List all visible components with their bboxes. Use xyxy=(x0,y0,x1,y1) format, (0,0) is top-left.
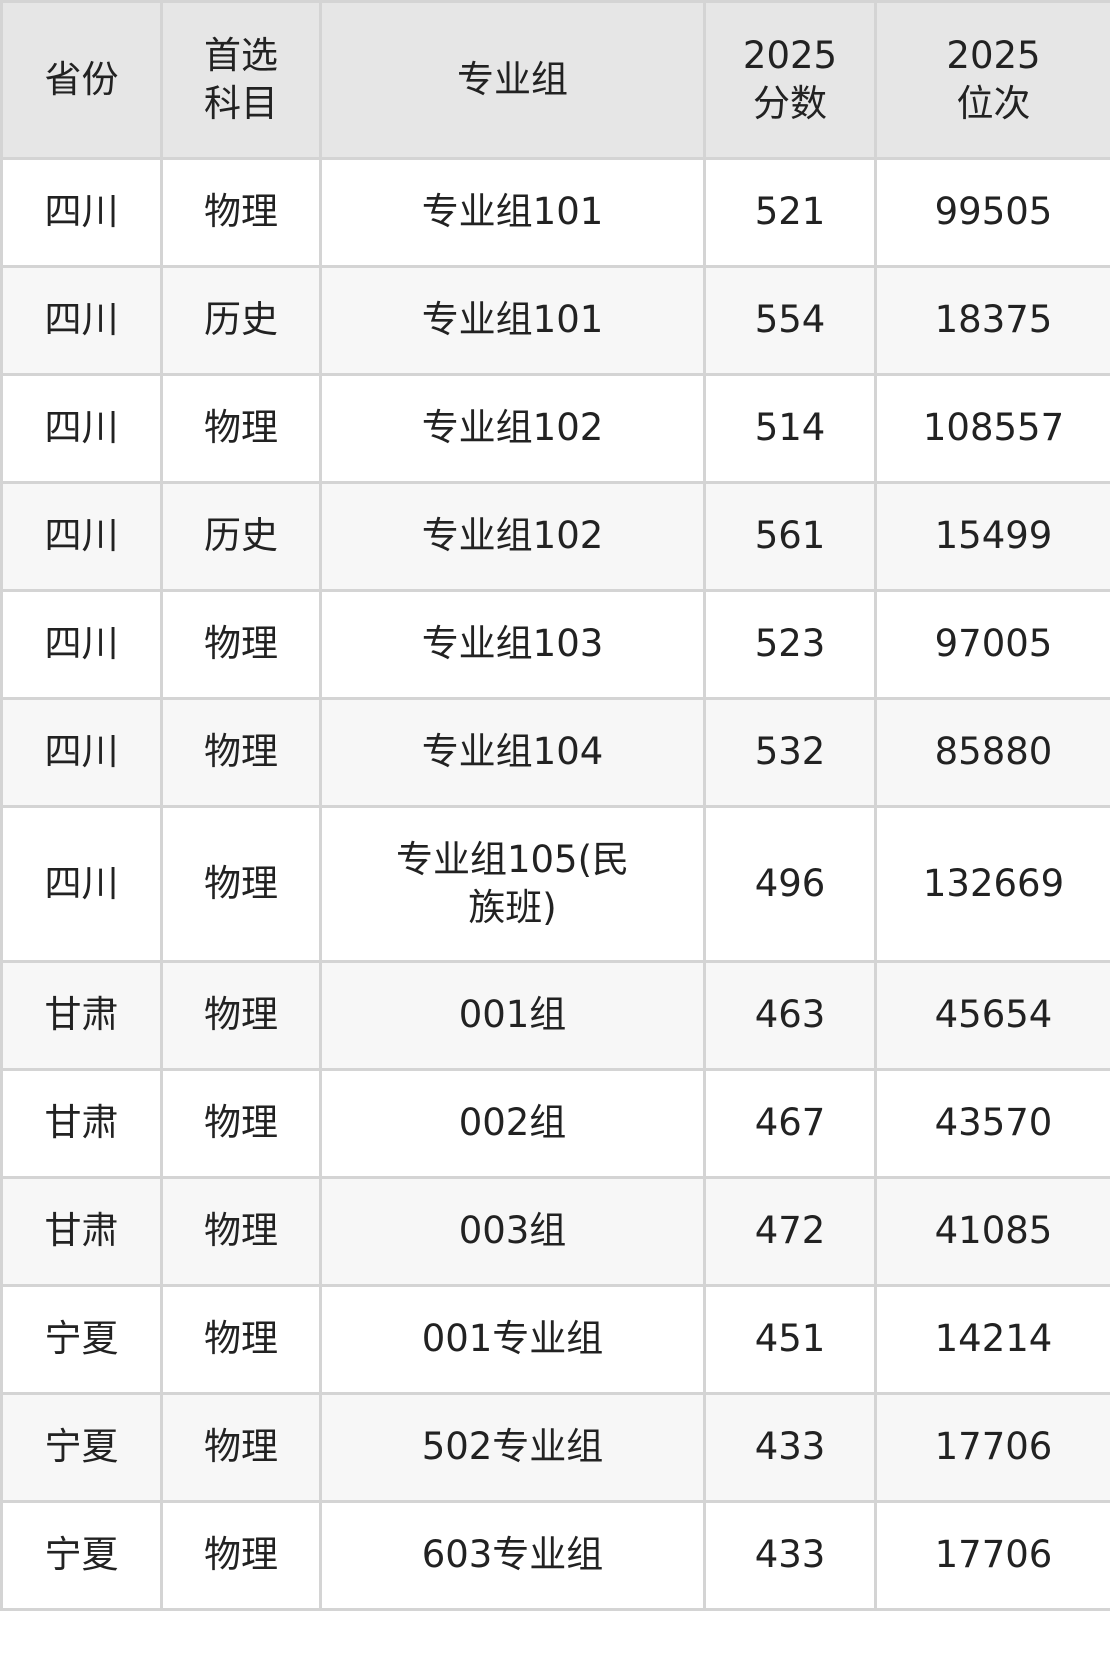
cell-rank: 41085 xyxy=(874,1176,1110,1287)
cell-score: 451 xyxy=(703,1284,877,1395)
header-label: 首选科目 xyxy=(204,33,278,125)
header-label: 省份 xyxy=(44,57,119,101)
cell-major-group: 专业组102 xyxy=(319,373,706,484)
cell-subject: 物理 xyxy=(160,1500,322,1611)
cell-subject: 物理 xyxy=(160,805,322,963)
header-label: 专业组 xyxy=(457,57,568,101)
cell-province: 四川 xyxy=(0,805,163,963)
cell-major-group: 002组 xyxy=(319,1068,706,1179)
cell-province: 四川 xyxy=(0,589,163,700)
cell-subject: 物理 xyxy=(160,960,322,1071)
header-label: 2025分数 xyxy=(742,33,838,125)
cell-subject: 物理 xyxy=(160,1068,322,1179)
cell-province: 宁夏 xyxy=(0,1284,163,1395)
table-row: 四川 物理 专业组105(民族班) 496 132669 xyxy=(0,805,1110,963)
cell-rank: 43570 xyxy=(874,1068,1110,1179)
cell-province: 四川 xyxy=(0,157,163,268)
header-label: 2025位次 xyxy=(946,33,1041,125)
cell-score: 433 xyxy=(703,1500,877,1611)
cell-province: 四川 xyxy=(0,373,163,484)
header-rank: 2025位次 xyxy=(874,0,1110,160)
cell-subject: 物理 xyxy=(160,1392,322,1503)
cell-score: 496 xyxy=(703,805,877,963)
cell-major-group: 001专业组 xyxy=(319,1284,706,1395)
cell-rank: 97005 xyxy=(874,589,1110,700)
cell-rank: 45654 xyxy=(874,960,1110,1071)
header-score: 2025分数 xyxy=(703,0,877,160)
cell-subject: 物理 xyxy=(160,1284,322,1395)
table-row: 宁夏 物理 502专业组 433 17706 xyxy=(0,1392,1110,1503)
cell-major-group: 001组 xyxy=(319,960,706,1071)
cell-subject: 物理 xyxy=(160,589,322,700)
cell-province: 四川 xyxy=(0,481,163,592)
table-row: 四川 物理 专业组102 514 108557 xyxy=(0,373,1110,484)
table-row: 四川 历史 专业组102 561 15499 xyxy=(0,481,1110,592)
cell-major-group: 专业组105(民族班) xyxy=(319,805,706,963)
admission-scores-table: 省份 首选科目 专业组 2025分数 2025位次 四川 物理 专业组101 521 9… xyxy=(0,0,1110,1611)
table-row: 宁夏 物理 603专业组 433 17706 xyxy=(0,1500,1110,1611)
table-row: 甘肃 物理 003组 472 41085 xyxy=(0,1176,1110,1287)
cell-major-group: 专业组103 xyxy=(319,589,706,700)
cell-major-group: 专业组101 xyxy=(319,265,706,376)
cell-major-group: 603专业组 xyxy=(319,1500,706,1611)
cell-score: 521 xyxy=(703,157,877,268)
cell-province: 甘肃 xyxy=(0,1068,163,1179)
cell-rank: 14214 xyxy=(874,1284,1110,1395)
cell-score: 467 xyxy=(703,1068,877,1179)
header-subject: 首选科目 xyxy=(160,0,322,160)
cell-subject: 物理 xyxy=(160,157,322,268)
cell-province: 宁夏 xyxy=(0,1392,163,1503)
cell-subject: 历史 xyxy=(160,481,322,592)
cell-subject: 物理 xyxy=(160,373,322,484)
header-province: 省份 xyxy=(0,0,163,160)
table-row: 四川 物理 专业组104 532 85880 xyxy=(0,697,1110,808)
cell-province: 甘肃 xyxy=(0,960,163,1071)
cell-major-group: 003组 xyxy=(319,1176,706,1287)
table-row: 四川 历史 专业组101 554 18375 xyxy=(0,265,1110,376)
table-row: 宁夏 物理 001专业组 451 14214 xyxy=(0,1284,1110,1395)
header-row: 省份 首选科目 专业组 2025分数 2025位次 xyxy=(0,0,1110,160)
cell-rank: 132669 xyxy=(874,805,1110,963)
cell-province: 四川 xyxy=(0,265,163,376)
cell-subject: 物理 xyxy=(160,1176,322,1287)
cell-major-group: 502专业组 xyxy=(319,1392,706,1503)
cell-rank: 108557 xyxy=(874,373,1110,484)
cell-major-group: 专业组101 xyxy=(319,157,706,268)
table-row: 甘肃 物理 002组 467 43570 xyxy=(0,1068,1110,1179)
cell-subject: 物理 xyxy=(160,697,322,808)
cell-province: 甘肃 xyxy=(0,1176,163,1287)
header-major-group: 专业组 xyxy=(319,0,706,160)
cell-rank: 85880 xyxy=(874,697,1110,808)
table-row: 甘肃 物理 001组 463 45654 xyxy=(0,960,1110,1071)
cell-rank: 18375 xyxy=(874,265,1110,376)
cell-rank: 17706 xyxy=(874,1392,1110,1503)
cell-score: 463 xyxy=(703,960,877,1071)
cell-major-group: 专业组102 xyxy=(319,481,706,592)
table-row: 四川 物理 专业组101 521 99505 xyxy=(0,157,1110,268)
cell-score: 532 xyxy=(703,697,877,808)
cell-province: 宁夏 xyxy=(0,1500,163,1611)
cell-subject: 历史 xyxy=(160,265,322,376)
cell-major-group: 专业组104 xyxy=(319,697,706,808)
cell-score: 433 xyxy=(703,1392,877,1503)
cell-rank: 17706 xyxy=(874,1500,1110,1611)
cell-score: 514 xyxy=(703,373,877,484)
cell-rank: 99505 xyxy=(874,157,1110,268)
table-row: 四川 物理 专业组103 523 97005 xyxy=(0,589,1110,700)
cell-score: 561 xyxy=(703,481,877,592)
cell-rank: 15499 xyxy=(874,481,1110,592)
cell-score: 472 xyxy=(703,1176,877,1287)
cell-score: 554 xyxy=(703,265,877,376)
cell-score: 523 xyxy=(703,589,877,700)
cell-province: 四川 xyxy=(0,697,163,808)
